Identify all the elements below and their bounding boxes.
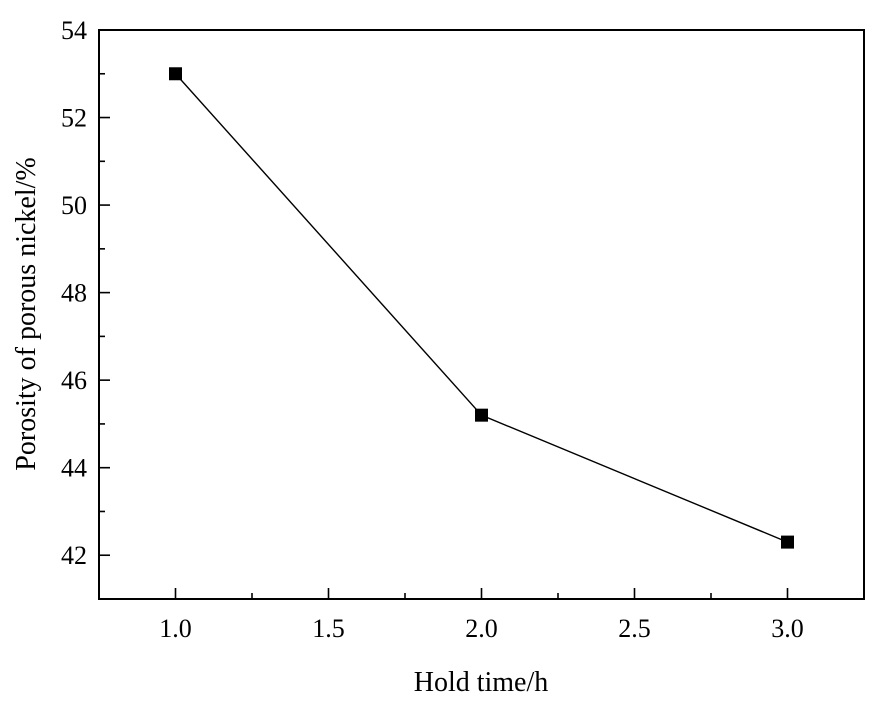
x-tick-label: 3.0 (771, 614, 804, 643)
x-axis-title: Hold time/h (414, 667, 549, 698)
y-axis-title: Porosity of porous nickel/% (11, 157, 42, 470)
series-line (174, 73, 788, 543)
x-tick-label: 2.5 (618, 614, 651, 643)
ticks-layer (99, 29, 789, 600)
y-tick-label: 44 (61, 454, 87, 483)
x-tick-label: 1.5 (312, 614, 345, 643)
plot-frame (98, 29, 865, 600)
y-tick-label: 48 (61, 279, 87, 308)
y-tick-label: 42 (61, 541, 87, 570)
data-point-marker (475, 408, 488, 422)
y-tick-label: 52 (61, 104, 87, 133)
data-point-marker (169, 67, 182, 81)
tick-labels-layer: 1.0 1.5 2.0 2.5 3.0 42 44 46 48 50 52 54 (61, 16, 804, 643)
x-tick-label: 2.0 (465, 614, 498, 643)
data-point-marker (781, 535, 794, 549)
y-tick-label: 46 (61, 366, 87, 395)
y-tick-label: 54 (61, 16, 87, 45)
y-tick-label: 50 (61, 191, 87, 220)
series-layer (169, 67, 794, 549)
x-tick-label: 1.0 (159, 614, 192, 643)
